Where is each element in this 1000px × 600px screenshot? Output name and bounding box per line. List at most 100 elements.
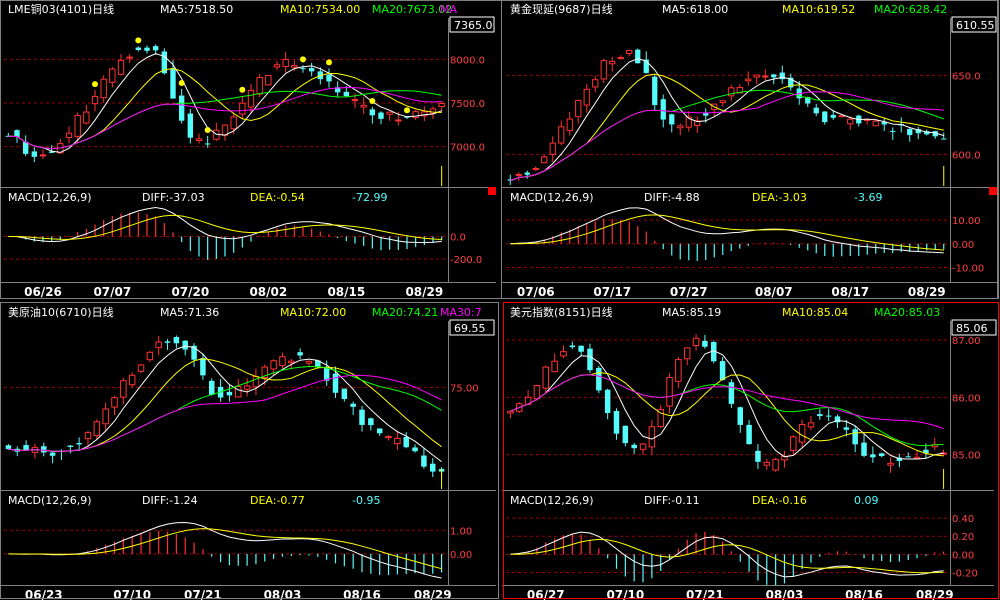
macd-value-label: DIFF:-4.88 bbox=[644, 191, 700, 204]
ma10-line bbox=[510, 73, 944, 182]
candle-body-up bbox=[155, 341, 162, 349]
candle-body-up bbox=[657, 408, 664, 428]
chart-panel-crude-oil[interactable]: 美原油10(6710)日线 MA5:71.36 MA10:72.00 MA20:74.… bbox=[0, 305, 496, 600]
candle-body-up bbox=[421, 111, 428, 117]
candle-body-up bbox=[102, 408, 109, 425]
candle-body-up bbox=[282, 58, 289, 67]
candle-body-down bbox=[403, 437, 409, 448]
candle-body-up bbox=[541, 156, 548, 164]
chart-panel-dollar-index[interactable]: 美元指数(8151)日线 MA5:85.19 MA10:85.04 MA20:85.0… bbox=[502, 305, 997, 600]
candle-body-up bbox=[100, 78, 107, 99]
candle-body-down bbox=[604, 389, 611, 413]
candle-body-down bbox=[924, 131, 930, 135]
macd-tick-label: -10.00 bbox=[952, 263, 984, 274]
diff-line bbox=[8, 521, 442, 579]
date-axis-label: 07/20 bbox=[171, 285, 209, 299]
candle-body-down bbox=[719, 361, 726, 380]
candle-body-up bbox=[91, 95, 99, 105]
candle-body-up bbox=[807, 422, 815, 428]
candle-body-down bbox=[822, 111, 828, 123]
date-axis-label: 07/10 bbox=[113, 588, 151, 600]
candle-body-down bbox=[429, 463, 436, 472]
candle-body-up bbox=[558, 126, 565, 144]
candle-body-up bbox=[351, 99, 359, 102]
candle-body-down bbox=[23, 445, 29, 451]
ma20-line bbox=[510, 374, 944, 447]
panel-marker bbox=[989, 187, 997, 195]
candle-body-down bbox=[669, 114, 675, 125]
date-axis-label: 08/29 bbox=[405, 285, 443, 299]
last-price-box bbox=[449, 16, 495, 33]
candle-body-up bbox=[83, 111, 90, 124]
candle-body-up bbox=[763, 461, 771, 466]
candle-body-down bbox=[878, 453, 885, 457]
ma-value-label: MA10:85.04 bbox=[782, 306, 848, 319]
macd-value-label: -0.95 bbox=[352, 494, 380, 507]
candle-body-down bbox=[861, 442, 867, 456]
date-axis-label: 06/26 bbox=[24, 285, 62, 299]
candle-body-down bbox=[915, 129, 921, 134]
candle-body-down bbox=[524, 172, 530, 175]
candle-body-down bbox=[341, 388, 348, 400]
macd-tick-label: -200.0 bbox=[450, 255, 482, 266]
candle-body-down bbox=[48, 151, 55, 153]
price-tick-label: 7000.0 bbox=[450, 143, 485, 154]
macd-value-label: DEA:-3.03 bbox=[752, 191, 807, 204]
candle-body-down bbox=[643, 59, 649, 73]
candle-body-up bbox=[117, 59, 125, 75]
date-axis-label: 07/07 bbox=[93, 285, 131, 299]
candle-body-up bbox=[592, 79, 599, 88]
date-axis-label: 06/23 bbox=[25, 588, 63, 600]
date-axis-label: 07/27 bbox=[670, 285, 708, 299]
candle-body-down bbox=[923, 449, 929, 454]
ma30-line bbox=[510, 374, 944, 430]
candle-body-up bbox=[291, 65, 298, 68]
candle-body-up bbox=[694, 120, 701, 126]
ma30-line bbox=[510, 91, 944, 182]
candle-body-down bbox=[31, 151, 38, 157]
candle-body-up bbox=[692, 337, 700, 346]
candle-body-up bbox=[745, 78, 752, 82]
macd-tick-label: 0.00 bbox=[952, 550, 974, 561]
ma30-line bbox=[8, 86, 442, 150]
candle-body-down bbox=[22, 141, 29, 154]
last-price-box bbox=[951, 16, 997, 33]
ma5-line bbox=[510, 350, 944, 460]
candle-body-down bbox=[161, 51, 168, 74]
date-axis-label: 07/21 bbox=[686, 588, 724, 600]
macd-value-label: -72.99 bbox=[352, 191, 387, 204]
candle-body-up bbox=[762, 75, 769, 78]
chart-panel-gold[interactable]: 黄金现延(9687)日线 MA5:618.00 MA10:619.52 MA20:62… bbox=[502, 2, 998, 299]
ma20-line bbox=[8, 365, 442, 452]
last-price-value: 610.55 bbox=[956, 19, 995, 32]
candle-body-down bbox=[881, 121, 887, 125]
candle-body-down bbox=[569, 345, 576, 348]
date-axis-label: 07/06 bbox=[517, 285, 555, 299]
ma-value-label: MA10:72.00 bbox=[280, 306, 346, 319]
date-axis-label: 08/17 bbox=[831, 285, 869, 299]
chart-panel-copper[interactable]: LME铜03(4101)日线 MA5:7518.50 MA10:7534.00 MA2… bbox=[0, 2, 496, 299]
price-tick-label: 600.0 bbox=[952, 150, 981, 161]
candle-body-down bbox=[49, 452, 56, 456]
candle-body-up bbox=[239, 102, 246, 115]
candle-body-up bbox=[243, 385, 251, 390]
candle-body-up bbox=[551, 360, 558, 373]
candle-body-down bbox=[67, 445, 74, 448]
candle-body-up bbox=[137, 364, 145, 372]
price-tick-label: 86.00 bbox=[952, 393, 981, 404]
candle-body-down bbox=[334, 87, 341, 93]
candle-body-up bbox=[532, 167, 539, 170]
candle-body-up bbox=[533, 385, 541, 400]
candle-body-down bbox=[843, 427, 850, 430]
candle-body-up bbox=[648, 426, 656, 448]
panel-border bbox=[0, 0, 998, 299]
candle-body-down bbox=[173, 337, 180, 344]
candle-body-down bbox=[76, 443, 82, 445]
macd-value-label: DIFF:-37.03 bbox=[142, 191, 205, 204]
candle-body-up bbox=[542, 366, 550, 389]
date-axis-label: 08/03 bbox=[766, 588, 804, 600]
macd-tick-label: 10.00 bbox=[952, 216, 981, 227]
dea-line bbox=[510, 214, 944, 251]
candle-body-down bbox=[870, 454, 876, 458]
candle-body-up bbox=[617, 57, 624, 60]
